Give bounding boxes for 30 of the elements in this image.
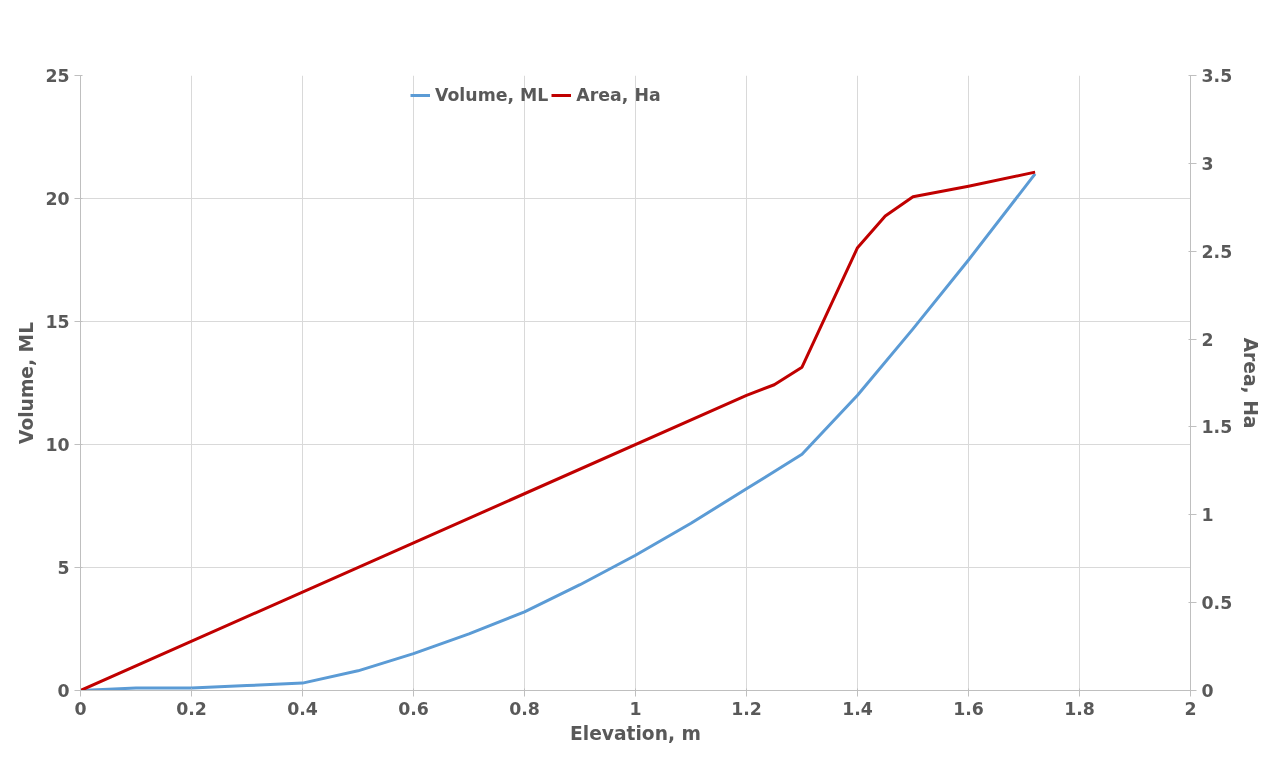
- legend-label: Area, Ha: [576, 85, 661, 105]
- y-tick-label: 10: [45, 435, 70, 455]
- x-tick-label: 1.4: [842, 698, 873, 719]
- y2-tick-label: 1.5: [1201, 417, 1233, 438]
- x-tick-label: 0.8: [509, 698, 540, 719]
- y2-axis-title: Area, Ha: [1240, 337, 1262, 429]
- x-tick-label: 1.6: [953, 698, 984, 719]
- x-tick-label: 1.8: [1064, 698, 1095, 719]
- y2-tick-label: 0: [1201, 681, 1214, 701]
- y-tick-label: 20: [45, 189, 70, 209]
- y2-tick-label: 3: [1201, 153, 1214, 174]
- legend-label: Volume, ML: [435, 85, 549, 105]
- x-tick-label: 0: [74, 698, 87, 719]
- x-tick-label: 0.2: [176, 698, 207, 719]
- y-tick-label: 5: [57, 558, 70, 578]
- y2-tick-label: 1: [1201, 505, 1214, 526]
- x-axis-title: Elevation, m: [570, 722, 701, 744]
- x-tick-label: 0.6: [398, 698, 429, 719]
- y-tick-label: 0: [57, 681, 70, 701]
- x-tick-label: 0.4: [287, 698, 318, 719]
- y2-tick-label: 3.5: [1201, 66, 1233, 86]
- y2-tick-label: 0.5: [1201, 593, 1233, 614]
- y-tick-label: 25: [45, 66, 70, 86]
- x-tick-label: 1: [629, 698, 642, 719]
- y-axis-title: Volume, ML: [16, 321, 38, 445]
- y2-tick-label: 2.5: [1201, 241, 1233, 262]
- x-tick-label: 1.2: [731, 698, 762, 719]
- x-tick-label: 2: [1184, 698, 1197, 719]
- y2-tick-label: 2: [1201, 329, 1214, 350]
- y-tick-label: 15: [45, 312, 70, 332]
